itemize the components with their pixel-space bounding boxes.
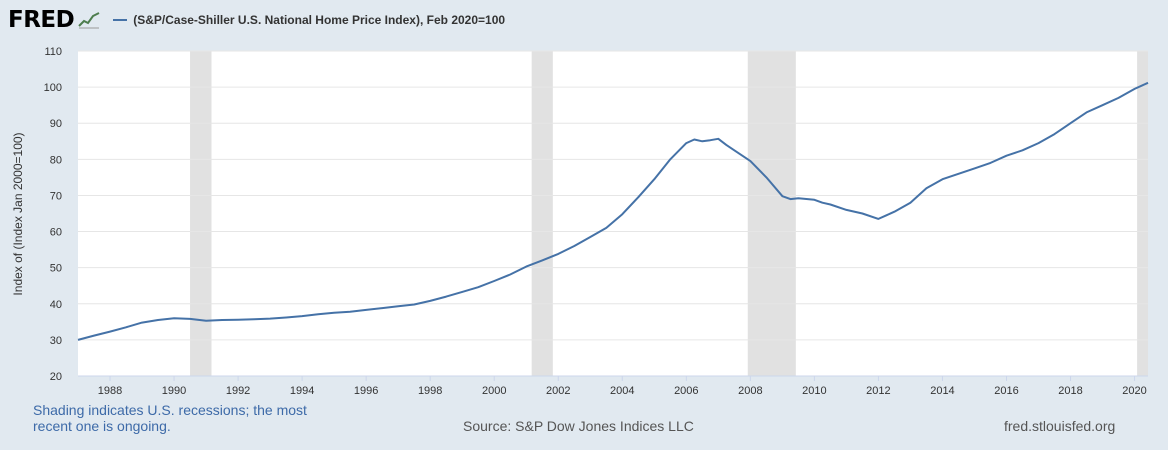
plot-area xyxy=(78,51,1148,376)
fred-logo-chart-icon[interactable] xyxy=(77,10,102,30)
y-tick-label: 30 xyxy=(50,335,62,347)
series-line[interactable] xyxy=(77,81,1149,341)
site-link[interactable]: fred.stlouisfed.org xyxy=(1004,418,1116,434)
recession-band xyxy=(531,51,553,376)
recession-band xyxy=(1137,51,1148,376)
legend-label: (S&P/Case-Shiller U.S. National Home Pri… xyxy=(133,13,506,27)
x-tick-label: 1998 xyxy=(418,385,442,397)
y-tick-label: 110 xyxy=(44,46,62,58)
y-tick-label: 60 xyxy=(50,227,62,239)
chart-legend[interactable]: (S&P/Case-Shiller U.S. National Home Pri… xyxy=(113,13,505,27)
x-tick-label: 2008 xyxy=(738,385,762,397)
y-tick-label: 70 xyxy=(50,190,62,202)
recession-band xyxy=(747,51,796,376)
x-tick-label: 1990 xyxy=(162,385,186,397)
x-tick-label: 1992 xyxy=(226,385,250,397)
x-tick-label: 2014 xyxy=(930,385,954,397)
recession-band xyxy=(190,51,212,376)
x-tick-label: 2000 xyxy=(482,385,506,397)
fred-logo[interactable]: FRED xyxy=(8,7,75,33)
x-tick-label: 2004 xyxy=(610,385,634,397)
x-tick-label: 2002 xyxy=(546,385,570,397)
legend-swatch xyxy=(113,19,128,21)
x-tick-label: 1994 xyxy=(290,385,314,397)
chart-header: FRED (S&P/Case-Shiller U.S. National Hom… xyxy=(8,6,505,34)
y-tick-label: 20 xyxy=(50,371,62,383)
x-tick-label: 2006 xyxy=(674,385,698,397)
x-tick-label: 2018 xyxy=(1058,385,1082,397)
y-tick-label: 50 xyxy=(50,263,62,275)
x-tick-label: 1988 xyxy=(98,385,122,397)
recession-note[interactable]: Shading indicates U.S. recessions; the m… xyxy=(33,402,307,434)
x-tick-label: 2012 xyxy=(866,385,890,397)
y-tick-label: 100 xyxy=(44,82,62,94)
x-tick-label: 2016 xyxy=(994,385,1018,397)
x-tick-label: 1996 xyxy=(354,385,378,397)
x-tick-label: 2020 xyxy=(1122,385,1146,397)
x-tick-label: 2010 xyxy=(802,385,826,397)
y-tick-label: 40 xyxy=(50,299,62,311)
y-tick-label: 90 xyxy=(50,118,62,130)
y-tick-label: 80 xyxy=(50,154,62,166)
source-text: Source: S&P Dow Jones Indices LLC xyxy=(463,418,694,434)
y-axis-label: Index of (Index Jan 2000=100) xyxy=(11,132,25,295)
